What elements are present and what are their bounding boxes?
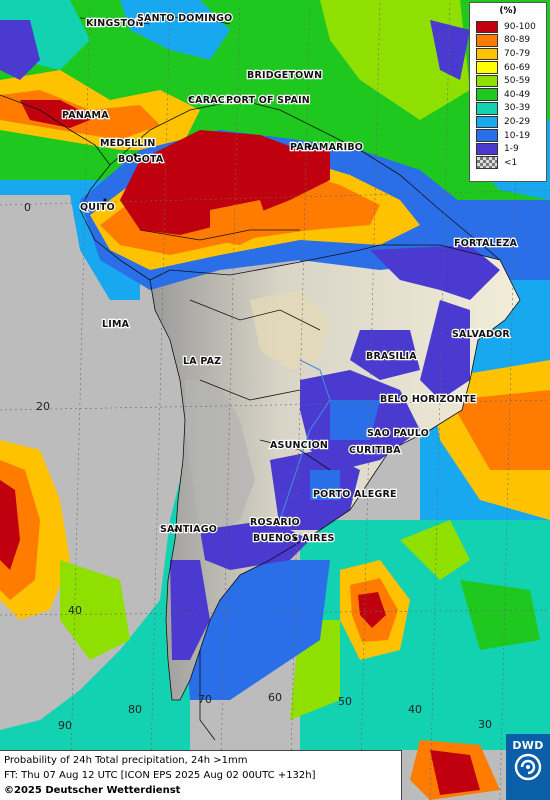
grid-label: 20: [36, 400, 50, 413]
city-label-panama: PANAMA: [62, 110, 109, 121]
legend-label: 20-29: [504, 116, 531, 127]
legend-item: <1: [470, 156, 546, 170]
andes-relief: [185, 380, 255, 540]
legend-swatch: [476, 74, 498, 88]
legend-label: 1-9: [504, 144, 519, 155]
legend-swatch: [476, 115, 498, 129]
legend-item: 20-29: [470, 115, 546, 129]
legend-label: 60-69: [504, 62, 531, 73]
legend: (%) 90-100 80-89 70-79 60-69 50-59 40-49 30-39…: [469, 2, 547, 182]
legend-item: 90-100: [470, 20, 546, 34]
legend-swatch: [476, 156, 498, 170]
city-label-caracas: CARACAS: [188, 95, 240, 106]
legend-item: 40-49: [470, 88, 546, 102]
city-labels: KINGSTON SANTO DOMINGO BRIDGETOWN CARACA…: [61, 12, 519, 545]
city-label-santo-domingo: SANTO DOMINGO: [137, 13, 232, 24]
city-label-quito: QUITO: [80, 202, 115, 213]
copyright: ©2025 Deutscher Wetterdienst: [4, 785, 181, 796]
city-label-asuncion: ASUNCION: [270, 440, 328, 451]
grid-labels: 0 20 40 90 80 70 60 50 40 30: [24, 201, 492, 732]
legend-label: 70-79: [504, 48, 531, 59]
city-label-curitiba: CURITIBA: [349, 445, 401, 456]
coastlines: [0, 15, 521, 741]
legend-swatch: [476, 142, 498, 156]
city-label-port-of-spain: PORT OF SPAIN: [226, 95, 310, 106]
city-label-bridgetown: BRIDGETOWN: [247, 70, 322, 81]
city-label-fortaleza: FORTALEZA: [454, 238, 518, 249]
grid-label: 40: [408, 703, 422, 716]
legend-swatch: [476, 88, 498, 102]
city-label-porto-alegre: PORTO ALEGRE: [313, 489, 397, 500]
grid-label: 30: [478, 718, 492, 731]
dwd-logo: DWD: [506, 734, 550, 800]
legend-label: <1: [504, 157, 518, 168]
legend-label: 50-59: [504, 76, 531, 87]
city-label-brasilia: BRASILIA: [366, 351, 417, 362]
legend-swatch: [476, 20, 498, 34]
grid-label: 90: [58, 719, 72, 732]
city-label-santiago: SANTIAGO: [160, 524, 217, 535]
city-label-la-paz: LA PAZ: [183, 356, 221, 367]
city-label-lima: LIMA: [102, 319, 130, 330]
city-label-rosario: ROSARIO: [250, 517, 300, 528]
legend-swatch: [476, 61, 498, 74]
river: [279, 359, 331, 521]
dwd-logo-text: DWD: [512, 739, 544, 752]
grid-label: 50: [338, 695, 352, 708]
city-label-salvador: SALVADOR: [452, 329, 510, 340]
grid-label: 80: [128, 703, 142, 716]
city-label-bogota: BOGOTA: [118, 154, 164, 165]
city-label-paramaribo: PARAMARIBO: [290, 142, 363, 153]
legend-swatch: [476, 47, 498, 61]
city-label-belo-horizonte: BELO HORIZONTE: [380, 394, 476, 405]
legend-item: 70-79: [470, 47, 546, 61]
grid-label: 40: [68, 604, 82, 617]
grid-label: 70: [198, 693, 212, 706]
precip-over-land: [80, 130, 500, 660]
legend-swatch: [476, 102, 498, 115]
legend-label: 90-100: [504, 21, 536, 32]
legend-item: 10-19: [470, 129, 546, 143]
city-label-kingston: KINGSTON: [86, 18, 144, 29]
product-description: Probability of 24h Total precipitation, …: [4, 755, 248, 766]
legend-item: 30-39: [470, 102, 546, 116]
grid-label: 0: [24, 201, 31, 214]
legend-label: 40-49: [504, 89, 531, 100]
legend-item: 50-59: [470, 74, 546, 88]
legend-unit: (%): [499, 6, 517, 16]
city-label-medellin: MEDELLIN: [100, 138, 156, 149]
legend-item: 1-9: [470, 142, 546, 156]
legend-label: 10-19: [504, 130, 531, 141]
shaded-relief: [250, 290, 330, 370]
city-markers: [103, 96, 312, 540]
forecast-time: FT: Thu 07 Aug 12 UTC [ICON EPS 2025 Aug…: [4, 770, 316, 781]
swirl-icon: [514, 753, 542, 781]
grid-label: 60: [268, 691, 282, 704]
legend-swatch: [476, 129, 498, 142]
legend-label: 30-39: [504, 103, 531, 114]
city-label-sao-paulo: SAO PAULO: [367, 428, 429, 439]
info-box: Probability of 24h Total precipitation, …: [0, 750, 402, 800]
legend-rows: 90-100 80-89 70-79 60-69 50-59 40-49 30-39 20-2…: [470, 20, 546, 170]
legend-item: 60-69: [470, 61, 546, 75]
legend-item: 80-89: [470, 34, 546, 48]
legend-label: 80-89: [504, 35, 531, 46]
legend-swatch: [476, 34, 498, 47]
